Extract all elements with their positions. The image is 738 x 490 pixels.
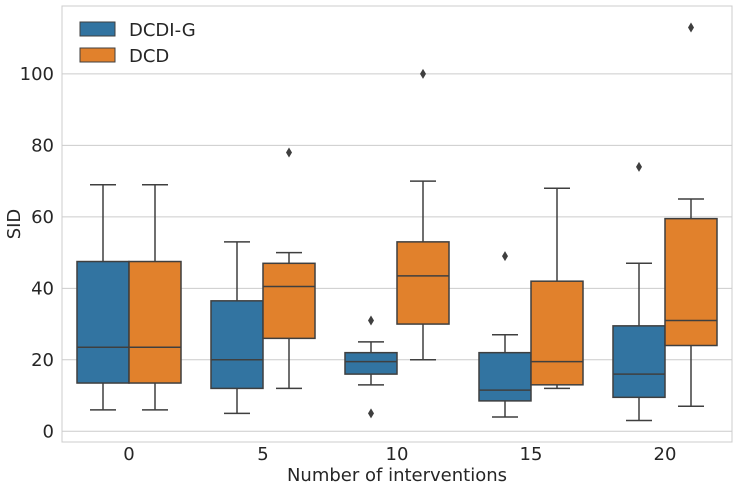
box-iqr [344,351,398,375]
x-tick-labels: 0 5 10 15 20 [123,444,676,465]
y-tick-label: 60 [31,207,54,228]
box-iqr [128,260,182,384]
legend-swatch-dcdi-g [79,21,116,37]
y-tick-labels: 0 20 40 60 80 100 [20,64,54,442]
plot-frame [61,5,733,443]
x-axis-label: Number of interventions [287,465,507,486]
box-dcdi-g-20 [612,161,666,422]
box-iqr [210,300,264,390]
box-iqr [262,262,316,340]
box-iqr [664,217,718,347]
outlier-point [636,161,642,172]
box-dcdi-g-10 [344,315,398,419]
x-tick-label: 20 [654,444,677,465]
outlier-point [688,22,694,33]
outlier-point [286,147,292,158]
legend-swatch-dcd [79,47,116,63]
x-tick-label: 5 [257,444,268,465]
box-dcdi-g-5 [210,241,264,415]
outlier-point [502,251,508,262]
box-iqr [612,325,666,399]
box-dcd-15 [530,187,584,390]
box-dcdi-g-0 [76,183,130,411]
x-tick-label: 15 [520,444,543,465]
outlier-point [368,315,374,326]
box-iqr [76,260,130,384]
box-iqr [396,241,450,325]
outlier-point [420,68,426,79]
x-tick-label: 10 [386,444,409,465]
y-tick-label: 40 [31,278,54,299]
box-iqr [530,280,584,386]
box-dcd-20 [664,22,718,408]
box-dcdi-g-15 [478,251,532,418]
box-iqr [478,351,532,402]
box-dcd-5 [262,147,316,390]
y-tick-label: 100 [20,64,54,85]
y-axis-label: SID [4,209,25,240]
legend: DCDI-G DCD [79,20,196,67]
y-tick-label: 20 [31,350,54,371]
box-dcd-0 [128,183,182,411]
box-dcd-10 [396,68,450,361]
legend-label-dcd: DCD [129,46,169,67]
legend-label-dcdi-g: DCDI-G [129,20,196,41]
boxes-layer [76,22,718,422]
x-tick-label: 0 [123,444,134,465]
y-tick-label: 80 [31,135,54,156]
outlier-point [368,408,374,419]
y-tick-label: 0 [43,421,54,442]
